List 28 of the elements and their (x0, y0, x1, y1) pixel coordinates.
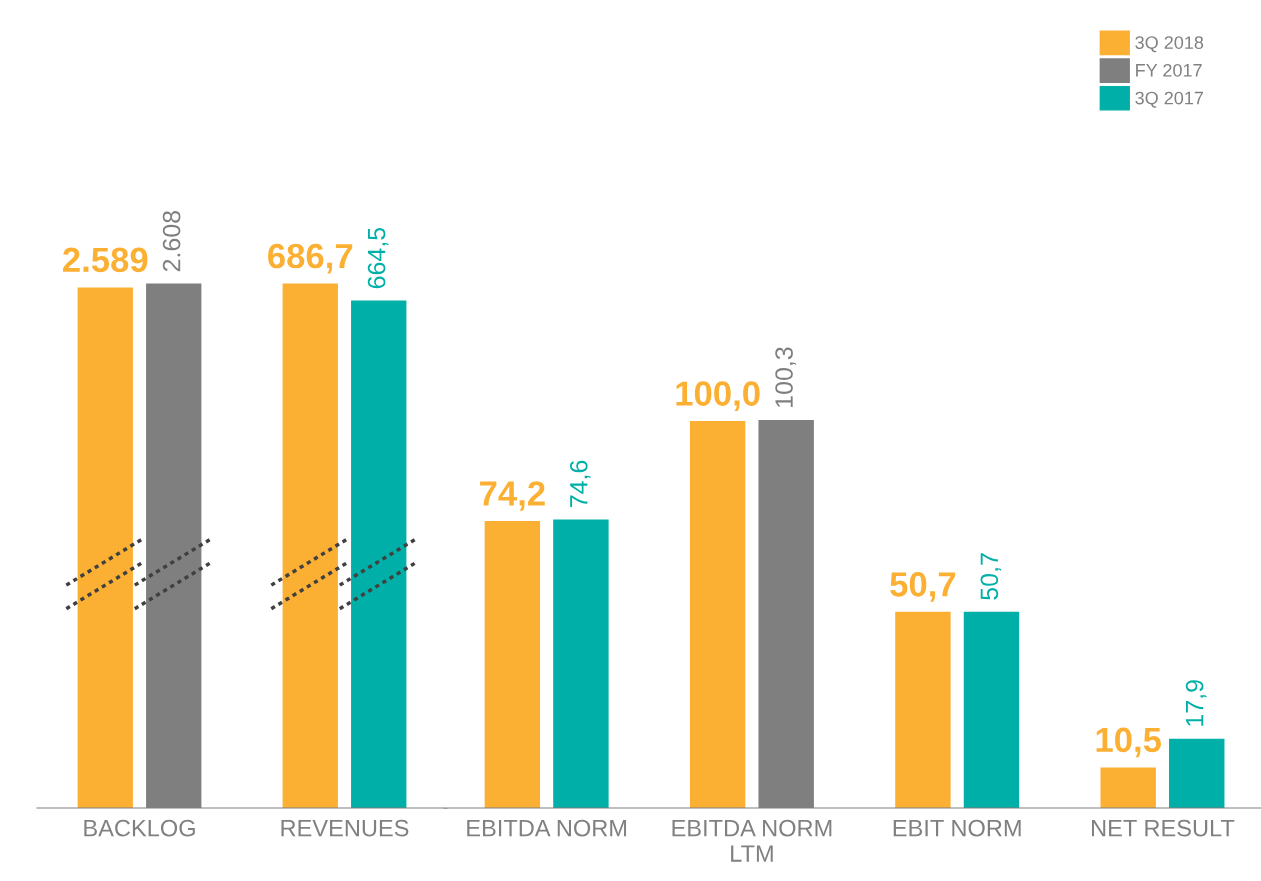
data-label: 50,7 (980, 553, 1002, 600)
category-label: REVENUES (281, 819, 409, 837)
bar (689, 421, 746, 808)
bar (963, 611, 1020, 808)
data-label: 100,0 (676, 381, 760, 411)
data-label: 2.589 (63, 247, 148, 273)
bar (1169, 738, 1225, 808)
data-label: 100,3 (775, 347, 796, 407)
data-label: 10,5 (1096, 727, 1162, 758)
x-tick-label: NET RESULT (1092, 819, 1235, 837)
x-tick-label: EBITDA NORM LTM (672, 819, 832, 862)
data-label: 664,5 (367, 227, 389, 289)
bar (895, 611, 951, 808)
legend-label: 3Q 2018 (1135, 36, 1204, 53)
x-tick-label: EBIT NORM (893, 819, 1021, 837)
data-label: 686,7 (268, 243, 353, 274)
data-label: 2.608 (162, 210, 181, 272)
category-label: BACKLOG (84, 819, 195, 837)
data-label: 74,6 (569, 460, 591, 507)
bar (484, 520, 541, 808)
data-label: 17,9 (1185, 680, 1207, 726)
bar (1100, 767, 1156, 808)
legend-label: FY 2017 (1136, 63, 1202, 77)
x-tick-label: EBITDA NORM (467, 819, 627, 837)
legend-label: 3Q 2017 (1135, 91, 1203, 108)
data-label: 74,2 (480, 481, 545, 511)
bar (553, 519, 609, 808)
data-label: 50,7 (890, 572, 956, 602)
